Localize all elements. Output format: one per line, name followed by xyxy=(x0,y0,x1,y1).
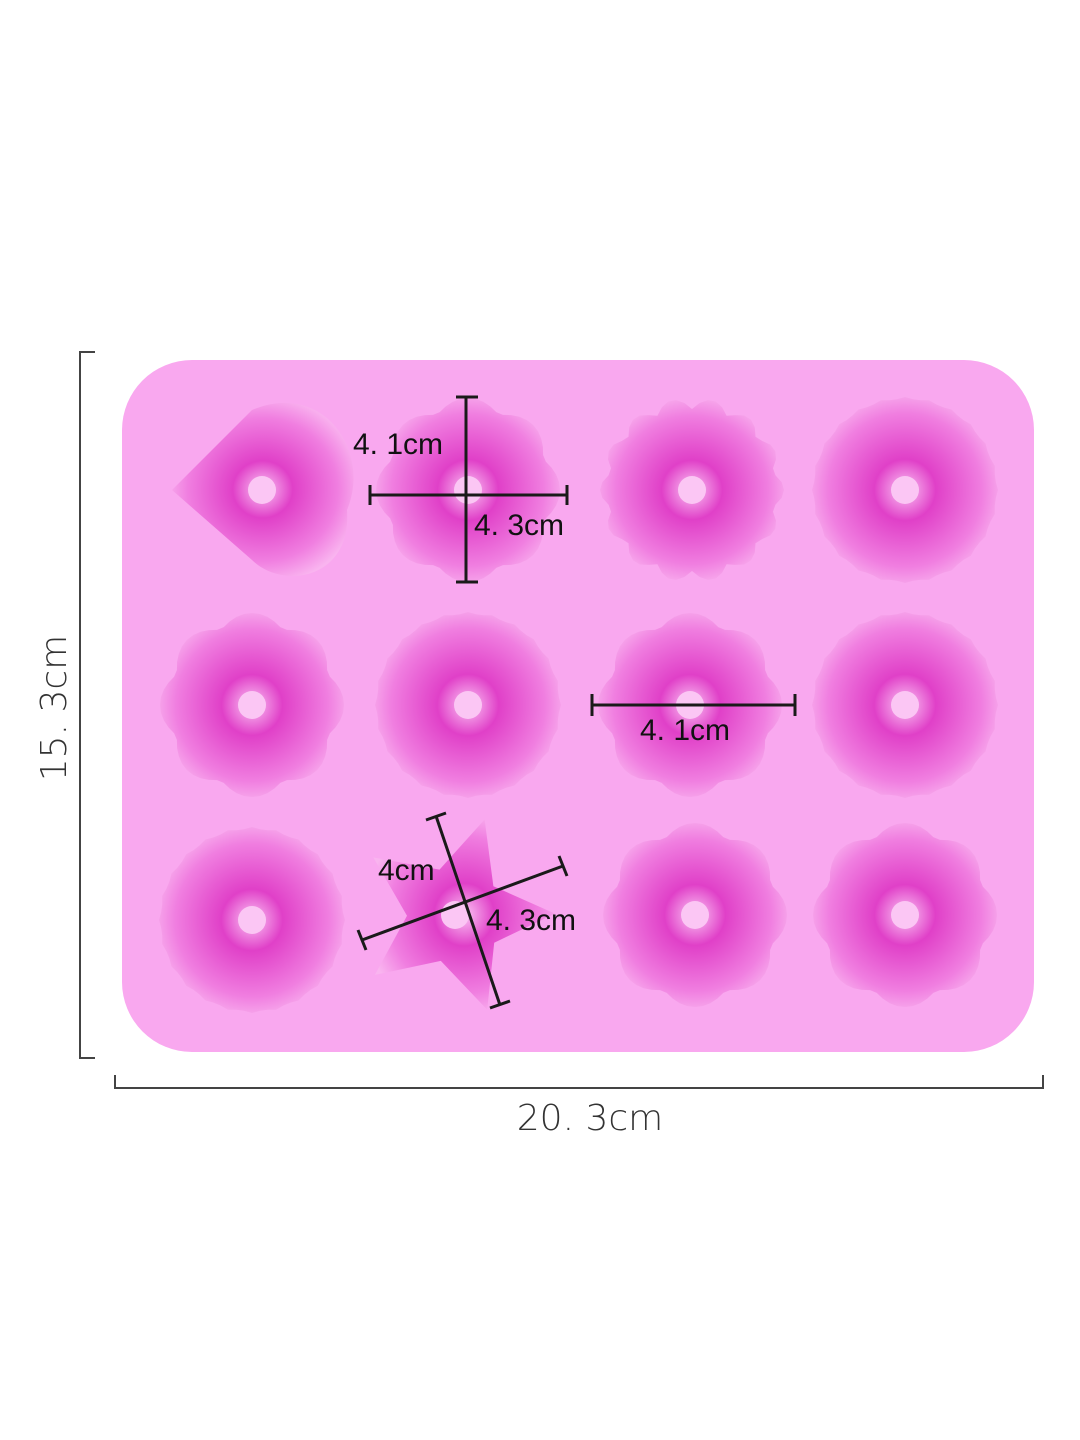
overall-brackets xyxy=(79,351,1044,1089)
cavity-center xyxy=(891,901,919,929)
cavity-center xyxy=(891,476,919,504)
cavity-center xyxy=(454,691,482,719)
flower-width-label: 4. 3cm xyxy=(474,509,564,542)
cavities xyxy=(159,397,998,1013)
measurement-lines xyxy=(356,395,797,1010)
cavity-center xyxy=(238,906,266,934)
cavity-center xyxy=(454,476,482,504)
cavity-center xyxy=(678,476,706,504)
flower-height-label: 4. 1cm xyxy=(353,428,443,461)
star-height-label: 4cm xyxy=(378,854,435,887)
star-width-label: 4. 3cm xyxy=(486,904,576,937)
mold-tray xyxy=(122,360,1034,1052)
cavity-center xyxy=(891,691,919,719)
cavity-center xyxy=(681,901,709,929)
row2-flower-width-label: 4. 1cm xyxy=(640,714,730,747)
cavity-center xyxy=(238,691,266,719)
width-label: 20. 3cm xyxy=(517,1098,663,1139)
height-label: 15. 3cm xyxy=(34,635,75,781)
cavity-center xyxy=(248,476,276,504)
